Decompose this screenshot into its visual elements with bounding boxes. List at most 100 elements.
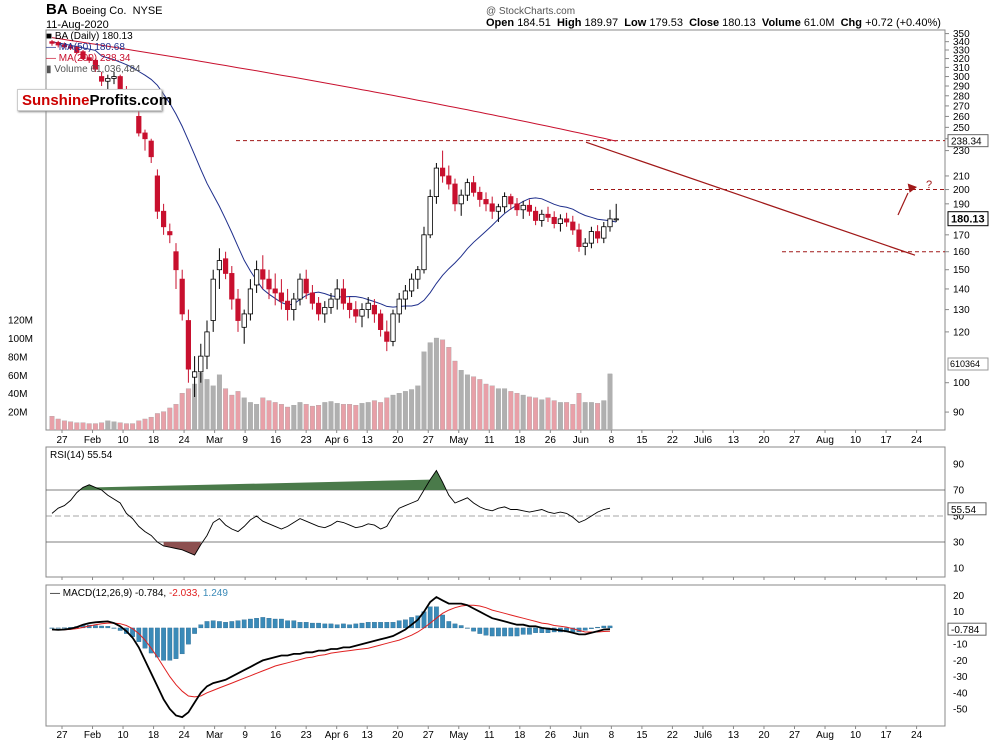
macd-histogram-bar (49, 627, 55, 629)
panel-frame (45, 584, 946, 727)
x-tick-label: 23 (301, 435, 313, 446)
candle-body (452, 183, 458, 205)
x-tick-label: Feb (84, 435, 102, 446)
volume-bar (545, 397, 551, 431)
volume-bar (49, 416, 55, 431)
x-tick-label: Mar (206, 435, 224, 446)
volume-bar (433, 337, 439, 431)
macd-histogram-bar (390, 622, 396, 629)
price-legend: ■ BA (Daily) 180.13 — MA(50) 180.68 — MA… (46, 31, 140, 75)
candle-body (49, 41, 55, 44)
x-tick-label: 27 (789, 435, 801, 446)
x-tick-label: 13 (728, 435, 740, 446)
price-tick-label: 270 (953, 101, 970, 112)
x-tick-label: 24 (179, 730, 191, 741)
x-tick-label: 10 (850, 730, 862, 741)
macd-histogram-bar (533, 627, 538, 633)
price-tick-label: 230 (953, 146, 970, 157)
price-tick-label: 210 (953, 171, 970, 182)
volume-bar (86, 423, 92, 431)
macd-histogram-bar (136, 627, 142, 642)
candle-body (61, 44, 68, 48)
macd-histogram-bar (248, 618, 253, 629)
x-tick-label: 8 (609, 435, 615, 446)
macd-histogram-bar (384, 622, 390, 629)
x-tick-label: 17 (881, 730, 893, 741)
x-tick-label: Aug (816, 730, 834, 741)
volume-bar (179, 393, 185, 431)
macd-title: — MACD(12,26,9) -0.784, -2.033, 1.249 (50, 588, 228, 599)
macd-histogram-bar (396, 620, 402, 629)
volume-bar (365, 402, 371, 431)
macd-histogram-bar (241, 619, 247, 629)
volume-bar (260, 397, 266, 431)
rsi-last-box (947, 502, 987, 516)
candle-body (266, 278, 272, 290)
price-tick-label: 340 (953, 37, 970, 48)
volume-bar (285, 406, 291, 431)
volume-bar (68, 421, 74, 431)
volume-last-box (947, 357, 989, 371)
rsi-last-label: 55.54 (951, 505, 976, 516)
price-tick-label: 320 (953, 54, 970, 65)
x-tick-label: 20 (392, 435, 404, 446)
symbol: BA (46, 1, 68, 18)
volume-bar (446, 347, 452, 431)
x-tick-label: 17 (881, 435, 893, 446)
volume-bar (328, 401, 334, 431)
price-tick-label: 330 (953, 45, 970, 56)
candle-body (489, 203, 495, 212)
volume-bar (322, 402, 328, 431)
candle-body (68, 46, 74, 49)
candle-body (297, 278, 303, 300)
volume-bar (347, 404, 353, 431)
macd-histogram-bar (198, 624, 204, 629)
candle-body (508, 196, 514, 205)
candle-body (235, 298, 241, 321)
volume-bar (161, 411, 167, 431)
macd-histogram-bar (148, 627, 154, 654)
price-tick-label: 300 (953, 72, 970, 83)
candle-body (557, 218, 564, 224)
volume-bar (396, 393, 402, 431)
volume-bar (390, 394, 396, 431)
candle-body (396, 298, 402, 315)
legend-ma200: — MA(200) 238.34 (46, 53, 131, 64)
price-tick-label: 170 (953, 230, 970, 241)
candle-body (495, 206, 502, 212)
x-tick-label: 13 (362, 730, 374, 741)
volume-bar (371, 400, 377, 431)
volume-tick-label: 80M (8, 352, 27, 363)
volume-bar (421, 351, 427, 431)
macd-histogram-bar (93, 625, 98, 629)
candle-body (377, 313, 384, 330)
x-tick-label: 24 (911, 435, 923, 446)
candle-body (353, 309, 359, 317)
candle-body (601, 226, 607, 239)
candle-body (80, 51, 86, 59)
candle-body (309, 292, 316, 304)
candle-body (334, 288, 340, 300)
x-tick-label: May (449, 730, 468, 741)
rsi-overbought-fill (79, 470, 447, 490)
candle-body (241, 313, 247, 328)
candle-body (564, 218, 570, 223)
volume-bar (539, 399, 545, 431)
macd-histogram-bar (372, 622, 377, 629)
candle-body (55, 42, 61, 46)
macd-histogram-bar (111, 627, 117, 629)
macd-histogram-bar (527, 627, 532, 635)
macd-histogram-bar (434, 606, 439, 629)
trend-line (585, 141, 916, 256)
macd-histogram-bar (204, 621, 210, 629)
volume-bar (489, 385, 495, 431)
x-tick-label: Jul6 (694, 730, 713, 741)
candle-body (458, 194, 464, 205)
macd-histogram-bar (378, 622, 383, 629)
candle-body (533, 210, 539, 221)
candle-body (545, 213, 551, 218)
macd-histogram-bar (477, 627, 483, 634)
volume-bar (557, 402, 563, 431)
x-tick-label: Mar (206, 730, 224, 741)
